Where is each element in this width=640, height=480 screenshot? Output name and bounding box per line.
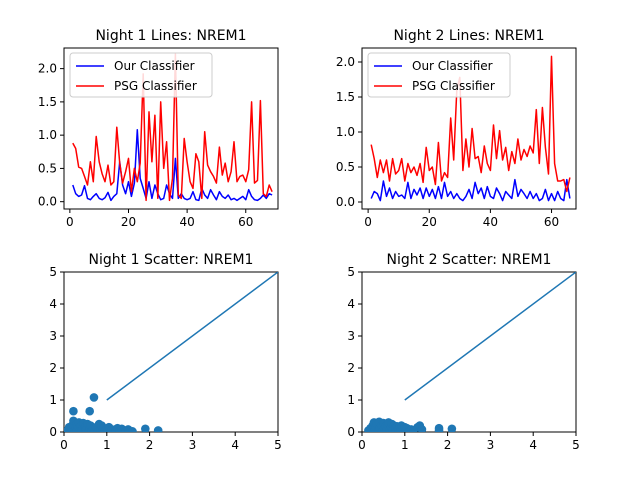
x-tick-label: 0 — [364, 215, 372, 229]
legend-label: Our Classifier — [412, 59, 493, 73]
y-tick-label: 0.5 — [38, 161, 57, 175]
scatter-point — [89, 393, 99, 402]
chart-title: Night 2 Scatter: NREM1 — [387, 252, 552, 268]
reference-line — [404, 272, 576, 401]
legend-label: PSG Classifier — [412, 79, 495, 93]
plot-area — [370, 55, 571, 202]
y-tick-label: 3 — [347, 329, 355, 343]
x-tick-label: 0 — [358, 438, 366, 452]
chart-title: Night 2 Lines: NREM1 — [393, 28, 544, 44]
scatter-point — [417, 425, 427, 432]
y-tick-label: 4 — [49, 297, 57, 311]
series-line-our-classifier — [370, 178, 571, 202]
y-tick-label: 2.0 — [336, 55, 355, 69]
legend-box — [367, 52, 511, 98]
x-tick-label: 20 — [422, 215, 437, 229]
legend-box — [69, 52, 213, 98]
y-tick-label: 1.5 — [38, 95, 57, 109]
x-tick-label: 40 — [179, 215, 194, 229]
x-tick-label: 0 — [66, 215, 74, 229]
x-tick-label: 20 — [121, 215, 136, 229]
x-tick-label: 60 — [544, 215, 559, 229]
x-tick-label: 40 — [483, 215, 498, 229]
series-line-psg-classifier — [72, 53, 273, 202]
y-tick-label: 0.0 — [336, 195, 355, 209]
scatter-point — [447, 424, 457, 432]
y-tick-label: 5 — [347, 265, 355, 279]
subplot-1: Night 1 Lines: NREM1 0 20 40 60 0.0 0.5 1.0 1.5 2… — [38, 28, 279, 229]
scatter-point — [69, 406, 78, 416]
scatter-point — [434, 426, 444, 432]
subplot-2: Night 2 Lines: NREM1 0 20 40 60 0.0 0.5 1.0 1.5 2… — [336, 28, 577, 229]
y-tick-label: 1.5 — [336, 90, 355, 104]
y-tick-label: 1.0 — [336, 125, 355, 139]
chart-title: Night 1 Lines: NREM1 — [95, 28, 246, 44]
y-tick-label: 0 — [347, 425, 355, 439]
y-tick-label: 4 — [347, 297, 355, 311]
plot-area — [64, 272, 278, 432]
y-tick-label: 2 — [347, 361, 355, 375]
subplot-4: Night 2 Scatter: NREM1 0 1 2 3 4 5 0 1 2 3 4 5 — [347, 252, 579, 452]
plot-area — [72, 53, 273, 202]
chart-title: Night 1 Scatter: NREM1 — [89, 252, 254, 268]
subplot-3: Night 1 Scatter: NREM1 0 1 2 3 4 5 0 1 2 3 4 5 — [49, 252, 281, 452]
y-tick-label: 0 — [49, 425, 57, 439]
x-tick-label: 3 — [189, 438, 197, 452]
x-tick-label: 60 — [238, 215, 253, 229]
y-tick-label: 3 — [49, 329, 57, 343]
scatter-point — [153, 426, 163, 432]
x-tick-label: 1 — [103, 438, 111, 452]
y-tick-label: 2 — [49, 361, 57, 375]
x-tick-label: 4 — [231, 438, 239, 452]
y-tick-label: 2.0 — [38, 62, 57, 76]
y-tick-label: 1.0 — [38, 128, 57, 142]
x-tick-label: 5 — [274, 438, 282, 452]
scatter-point — [141, 424, 150, 432]
scatter-point — [128, 427, 137, 432]
series-line-our-classifier — [72, 129, 273, 202]
legend: Our Classifier PSG Classifier — [69, 52, 213, 98]
x-tick-label: 3 — [487, 438, 495, 452]
reference-line — [106, 272, 278, 401]
x-tick-label: 5 — [572, 438, 580, 452]
series-line-psg-classifier — [370, 55, 571, 193]
y-tick-label: 0.0 — [38, 195, 57, 209]
x-tick-label: 4 — [529, 438, 537, 452]
scatter-point — [85, 406, 94, 416]
x-tick-label: 2 — [146, 438, 154, 452]
legend: Our Classifier PSG Classifier — [367, 52, 511, 98]
y-tick-label: 1 — [49, 393, 57, 407]
legend-label: Our Classifier — [114, 59, 195, 73]
x-tick-label: 1 — [401, 438, 409, 452]
y-tick-label: 1 — [347, 393, 355, 407]
x-tick-label: 0 — [60, 438, 68, 452]
legend-label: PSG Classifier — [114, 79, 197, 93]
y-tick-label: 0.5 — [336, 160, 355, 174]
x-tick-label: 2 — [444, 438, 452, 452]
plot-area — [364, 272, 576, 432]
y-tick-label: 5 — [49, 265, 57, 279]
